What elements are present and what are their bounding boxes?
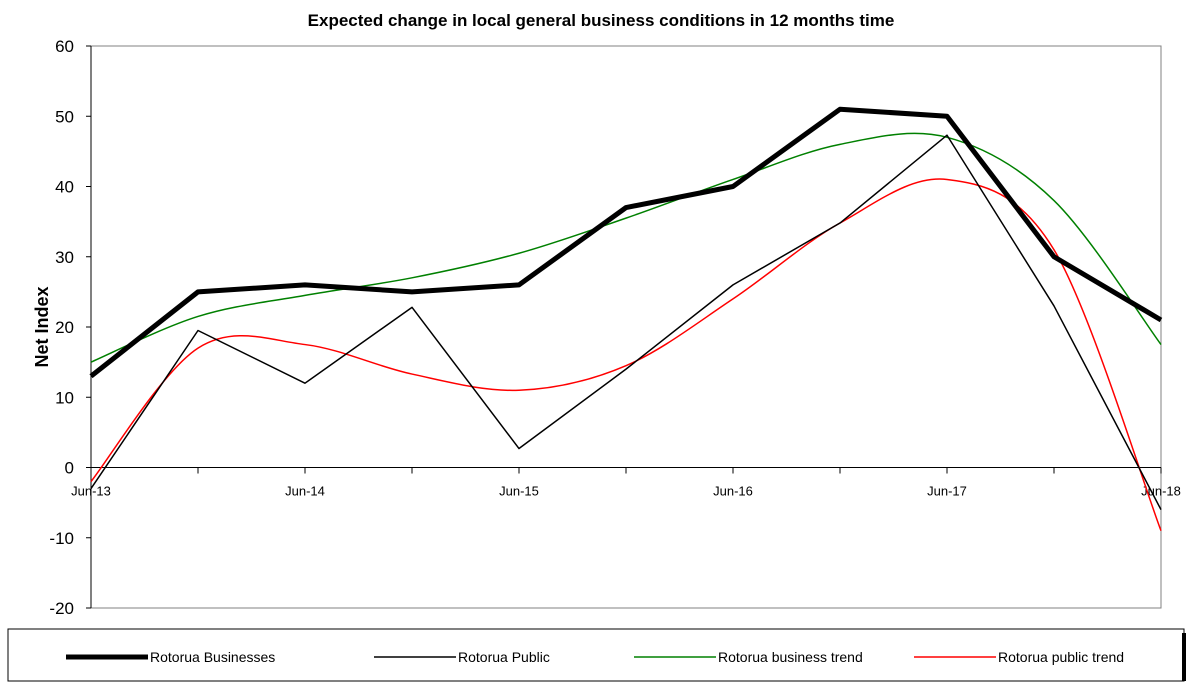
y-tick-label: 30 xyxy=(55,248,74,267)
x-axis: Jun-13 Jun-14 Jun-15 Jun-16 Jun-17 Jun-18 xyxy=(71,467,1181,499)
legend-label: Rotorua Public xyxy=(458,649,550,665)
y-tick-label: -10 xyxy=(49,529,74,548)
x-tick-label: Jun-17 xyxy=(927,484,967,499)
legend-shadow xyxy=(1182,633,1186,681)
series-layer xyxy=(89,106,1163,531)
y-tick-label: 40 xyxy=(55,178,74,197)
series-line-1 xyxy=(90,134,1162,510)
legend-items: Rotorua Businesses Rotorua Public Rotorua … xyxy=(66,649,1124,665)
x-tick-label: Jun-15 xyxy=(499,484,539,499)
x-tick-label: Jun-14 xyxy=(285,484,325,499)
plot-area xyxy=(90,45,1162,609)
y-tick-label: 0 xyxy=(65,459,74,478)
y-axis-label: Net Index xyxy=(32,286,52,367)
legend xyxy=(7,628,1185,682)
y-tick-label: 60 xyxy=(55,37,74,56)
y-tick-label: 50 xyxy=(55,107,74,126)
y-tick-label: 10 xyxy=(55,388,74,407)
y-tick-label: 20 xyxy=(55,318,74,337)
x-tick-label: Jun-13 xyxy=(71,484,111,499)
y-tick-labels: 60 50 40 30 20 10 0 -10 -20 xyxy=(49,37,91,618)
legend-label: Rotorua Businesses xyxy=(150,649,275,665)
chart-title: Expected change in local general busines… xyxy=(308,11,895,30)
legend-label: Rotorua public trend xyxy=(998,649,1124,665)
series-line-0 xyxy=(89,106,1163,379)
x-tick-label: Jun-18 xyxy=(1141,484,1181,499)
x-tick-label: Jun-16 xyxy=(713,484,753,499)
series-line-3 xyxy=(90,178,1162,531)
y-tick-label: -20 xyxy=(49,599,74,618)
legend-label: Rotorua business trend xyxy=(718,649,863,665)
series-line-2 xyxy=(90,132,1162,363)
